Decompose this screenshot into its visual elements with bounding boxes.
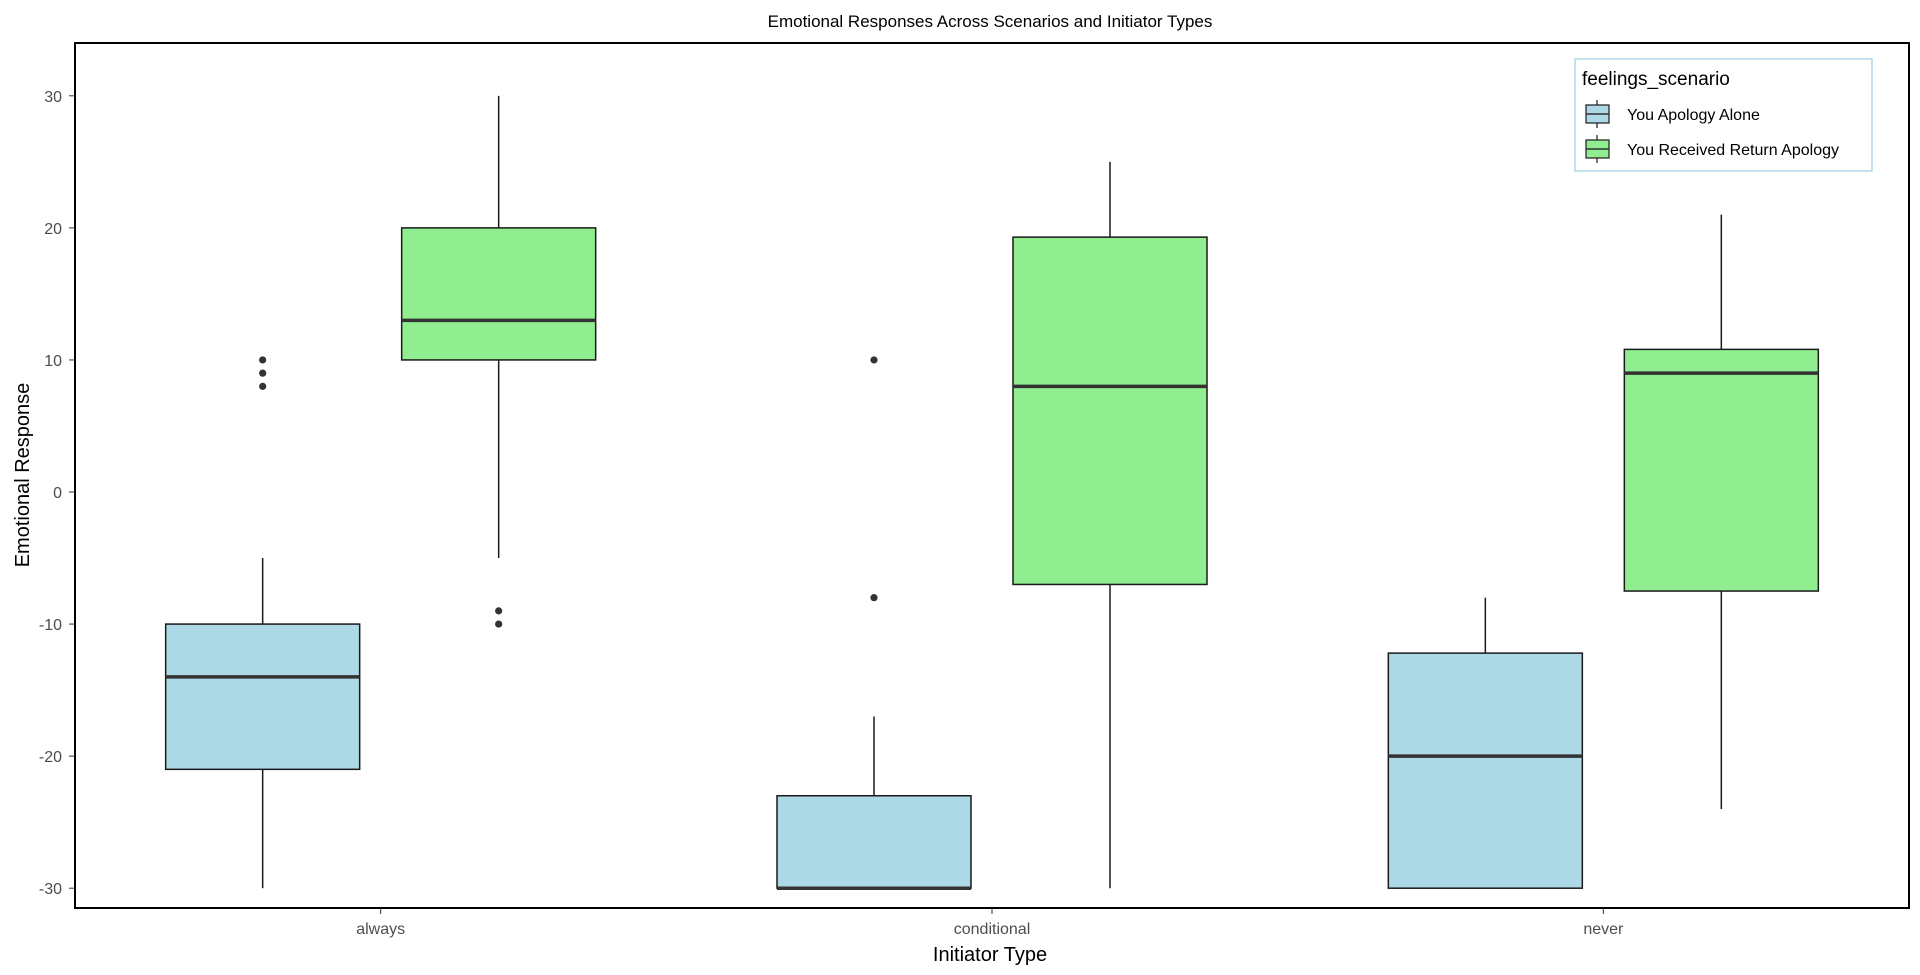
legend-label: You Apology Alone [1627, 107, 1760, 124]
y-tick-label: 10 [44, 353, 62, 370]
box-never-return-apology [1623, 214, 1820, 809]
outlier-point [259, 369, 267, 377]
box-always-return-apology [400, 95, 597, 628]
y-axis-title: Emotional Response [12, 383, 34, 568]
plot-marks [164, 95, 1820, 890]
legend-frame [1574, 58, 1873, 172]
legend: feelings_scenario You Apology Alone You R… [1574, 58, 1873, 172]
legend-label: You Received Return Apology [1627, 142, 1839, 159]
y-tick-label: -30 [39, 881, 62, 898]
y-tick-label: 20 [44, 221, 62, 238]
legend-item-return-apology: You Received Return Apology [1585, 135, 1839, 163]
iqr-box [1623, 348, 1820, 592]
legend-title: feelings_scenario [1582, 69, 1730, 90]
y-tick-label: 30 [44, 89, 62, 106]
y-tick-label: -20 [39, 749, 62, 766]
x-axis: always conditional never [356, 908, 1624, 938]
outlier-point [495, 620, 503, 628]
y-tick-label: 0 [53, 485, 62, 502]
legend-items: You Apology Alone You Received Return Apo… [1585, 100, 1839, 163]
outlier-point [259, 356, 267, 364]
box-always-apology-alone [164, 356, 361, 889]
x-tick-label-never: never [1583, 921, 1624, 938]
outlier-point [259, 382, 267, 390]
box-conditional-return-apology [1012, 161, 1208, 889]
outlier-point [870, 356, 878, 364]
iqr-box [1387, 652, 1584, 889]
x-tick-label-conditional: conditional [954, 921, 1031, 938]
x-tick-label-always: always [356, 921, 405, 938]
chart-title: Emotional Responses Across Scenarios and… [768, 12, 1213, 31]
y-axis: 30 20 10 0 -10 -20 -30 [39, 89, 75, 898]
outlier-point [870, 594, 878, 602]
iqr-box [1012, 236, 1208, 586]
box-conditional-apology-alone [776, 356, 972, 890]
y-tick-label: -10 [39, 617, 62, 634]
iqr-box [400, 227, 597, 361]
iqr-box [164, 623, 361, 771]
x-axis-title: Initiator Type [933, 944, 1047, 966]
outlier-point [495, 607, 503, 615]
iqr-box [776, 794, 972, 889]
box-never-apology-alone [1387, 597, 1584, 889]
legend-item-apology-alone: You Apology Alone [1585, 100, 1760, 128]
